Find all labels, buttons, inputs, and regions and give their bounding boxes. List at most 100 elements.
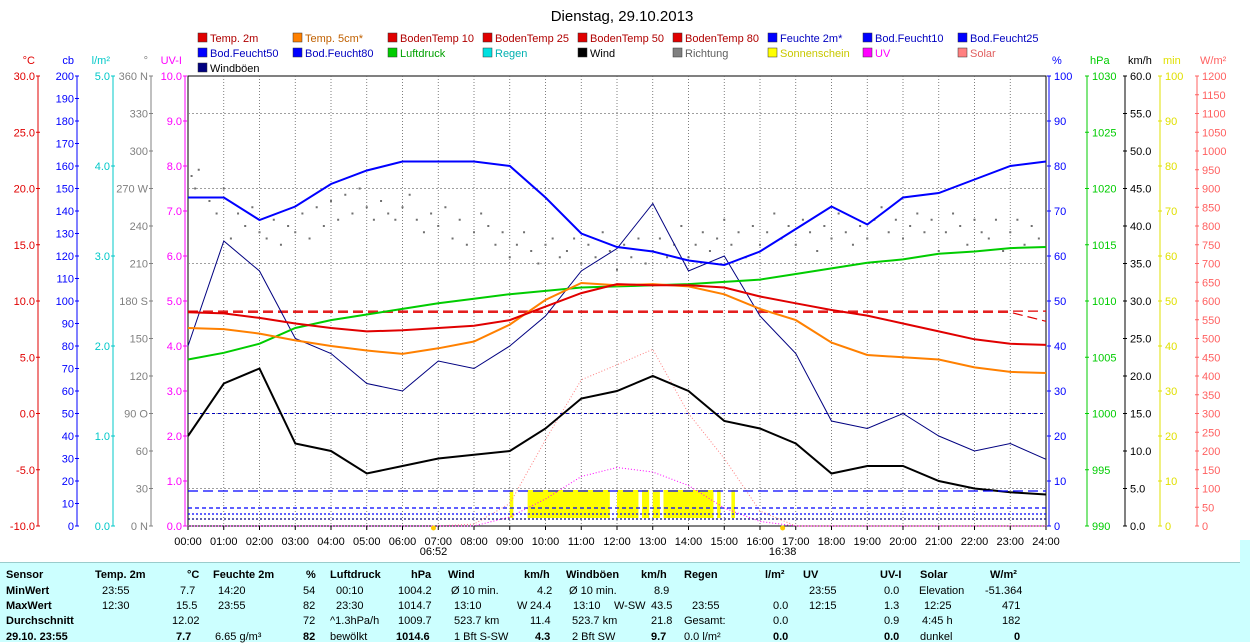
left-axis-tick-label: 0 [68,521,74,533]
right-axis-tick-label: 50 [1054,296,1066,308]
right-axis-unit: hPa [1090,55,1110,67]
right-axis-tick-label: 1005 [1092,352,1116,364]
direction-point [616,268,618,271]
current-hum-text: 6.65 g/m³ [215,631,262,643]
direction-point [866,237,869,240]
direction-point [215,212,218,215]
legend-label: Bod.Feucht25 [970,33,1039,45]
min-temp: 7.7 [180,585,196,597]
direction-point [902,237,904,240]
max-gust: 43.5 [651,600,673,612]
left-axis-tick-label: 130 [56,229,74,241]
direction-point [1030,225,1033,227]
right-axis-tick-label: 250 [1202,427,1220,439]
avg-rain-text: Gesamt: [684,615,726,627]
max-pres: 1014.7 [398,600,432,612]
right-axes: %1009080706050403020100hPa10301025102010… [1047,55,1227,533]
direction-point [365,206,368,209]
left-axis-tick-label: 10 [62,499,74,511]
direction-point [190,175,193,177]
vertical-scrollbar[interactable] [1240,540,1250,641]
max-hum-time: 23:55 [218,600,246,612]
left-axis-tick-label: 5.0 [167,296,182,308]
x-tick-label: 17:00 [782,536,810,548]
avg-gust: 21.8 [651,615,673,627]
legend-swatch [482,47,493,58]
avg-gust-dist: 523.7 km [572,615,618,627]
left-axis-tick-label: 20.0 [14,184,35,196]
direction-point [194,187,197,190]
direction-point [515,243,518,246]
right-axis-tick-label: 20.0 [1130,371,1151,383]
direction-point [1023,243,1026,246]
right-axis-tick-label: 1020 [1092,184,1116,196]
min-hum-time: 14:20 [218,585,246,597]
direction-point [401,206,404,209]
stats-header-temp-unit: °C [187,569,200,581]
direction-point [623,243,626,246]
direction-point [430,212,433,215]
right-axis-tick-label: 1015 [1092,240,1116,252]
direction-point [437,225,440,227]
left-axis-tick-label: 4.0 [95,161,110,173]
direction-point [751,225,754,227]
right-axis-tick-label: 100 [1165,71,1183,83]
right-axis-tick-label: 750 [1202,240,1220,252]
left-axis-unit: °C [23,55,35,67]
right-axis-tick-label: 600 [1202,296,1220,308]
legend-label: UV [875,48,891,60]
left-axis-tick-label: 90 O [124,409,148,421]
direction-point [551,237,554,240]
right-axis-tick-label: 50.0 [1130,146,1151,158]
direction-point [930,218,933,221]
right-axis-tick-label: 550 [1202,315,1220,327]
right-axis-tick-label: 1000 [1092,409,1116,421]
direction-point [794,243,797,246]
direction-point [587,243,590,246]
direction-point [197,168,200,171]
left-axis-tick-label: 30 [62,454,74,466]
legend-label: Richtung [685,48,728,60]
avg-solar-text: 4:45 h [922,615,953,627]
left-axis-tick-label: 210 [130,259,148,271]
right-axis-tick-label: 950 [1202,165,1220,177]
right-axis-unit: km/h [1128,55,1152,67]
chart-legend: Temp. 2m Temp. 5cm* BodenTemp 10 BodenTemp … [197,32,1039,75]
direction-point [1037,237,1040,240]
legend-label: Luftdruck [400,48,446,60]
direction-point [372,218,375,221]
current-label: 29.10. 23:55 [6,631,68,643]
sunshine-bar [527,490,610,518]
left-axis-tick-label: 0 N [131,521,148,533]
direction-point [844,231,847,234]
right-axis-tick-label: 30 [1054,386,1066,398]
left-axis-tick-label: 60 [136,446,148,458]
right-axis-tick-label: 80 [1054,161,1066,173]
right-axis-tick-label: 300 [1202,409,1220,421]
direction-point [415,218,418,221]
right-axis-tick-label: 1200 [1202,71,1226,83]
x-tick-label: 08:00 [460,536,488,548]
direction-point [294,231,297,234]
x-tick-label: 16:00 [746,536,774,548]
stats-header-rain: Regen [684,569,718,581]
direction-point [973,218,976,221]
x-tick-label: 23:00 [996,536,1024,548]
left-axis-tick-label: 190 [56,94,74,106]
min-pres: 1004.2 [398,585,432,597]
current-gust: 9.7 [651,631,667,643]
right-axis-tick-label: 40 [1054,341,1066,353]
stats-header-pres-unit: hPa [411,569,432,581]
direction-point [451,237,454,240]
direction-point [222,187,225,190]
direction-point [809,231,812,234]
direction-point [458,218,461,221]
direction-point [558,256,561,259]
x-tick-label: 19:00 [853,536,881,548]
max-solar-time: 12:25 [924,600,952,612]
series-uv [188,466,1046,527]
direction-point [322,225,325,227]
x-tick-label: 02:00 [246,536,274,548]
right-axis-tick-label: 995 [1092,465,1110,477]
right-axis-tick-label: 200 [1202,446,1220,458]
